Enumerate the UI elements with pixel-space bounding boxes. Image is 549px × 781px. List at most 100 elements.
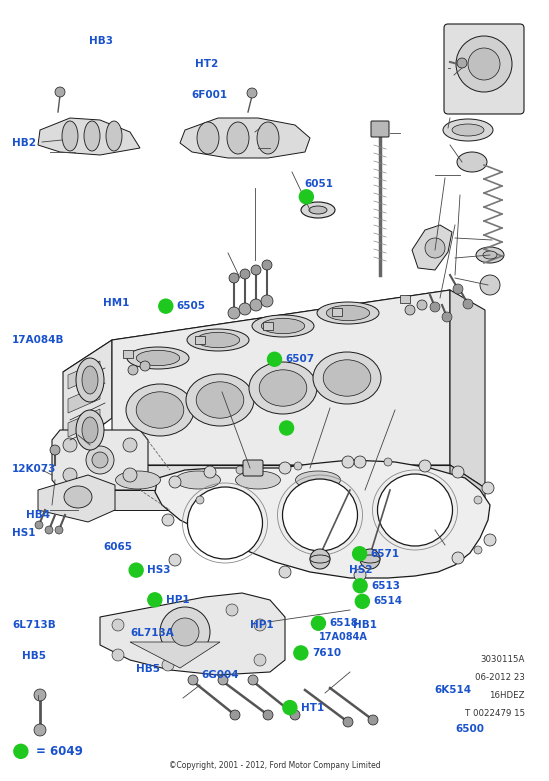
- Text: 3030115A: 3030115A: [480, 655, 525, 665]
- Circle shape: [343, 717, 353, 727]
- Circle shape: [283, 701, 297, 715]
- Circle shape: [171, 618, 199, 646]
- Circle shape: [169, 476, 181, 488]
- Circle shape: [35, 521, 43, 529]
- Ellipse shape: [323, 360, 371, 396]
- Text: HB3: HB3: [89, 36, 113, 45]
- Circle shape: [45, 526, 53, 534]
- Ellipse shape: [252, 315, 314, 337]
- Text: HT2: HT2: [195, 59, 218, 69]
- Circle shape: [34, 689, 46, 701]
- Text: 6518: 6518: [329, 619, 358, 628]
- Circle shape: [123, 438, 137, 452]
- Circle shape: [419, 460, 431, 472]
- Ellipse shape: [476, 247, 504, 263]
- Bar: [195, 336, 205, 344]
- Polygon shape: [412, 225, 452, 270]
- Circle shape: [239, 303, 251, 315]
- Circle shape: [229, 273, 239, 283]
- Text: 17A084A: 17A084A: [319, 632, 368, 641]
- Ellipse shape: [136, 392, 184, 428]
- Text: HS2: HS2: [349, 565, 372, 575]
- Ellipse shape: [249, 362, 317, 414]
- Circle shape: [267, 352, 282, 366]
- Ellipse shape: [301, 202, 335, 218]
- Text: 6505: 6505: [177, 301, 206, 311]
- Ellipse shape: [115, 471, 160, 489]
- Circle shape: [228, 307, 240, 319]
- Ellipse shape: [295, 471, 340, 489]
- Text: HP1: HP1: [250, 620, 274, 629]
- Ellipse shape: [443, 119, 493, 141]
- Ellipse shape: [483, 251, 497, 259]
- Circle shape: [63, 468, 77, 482]
- Circle shape: [294, 462, 302, 470]
- Circle shape: [310, 549, 330, 569]
- Circle shape: [299, 190, 313, 204]
- Ellipse shape: [236, 471, 281, 489]
- Polygon shape: [68, 361, 100, 389]
- Text: 6L713A: 6L713A: [131, 628, 175, 637]
- Circle shape: [247, 88, 257, 98]
- Circle shape: [342, 456, 354, 468]
- Ellipse shape: [82, 417, 98, 443]
- Polygon shape: [180, 118, 310, 158]
- Circle shape: [204, 466, 216, 478]
- Circle shape: [240, 269, 250, 279]
- Circle shape: [169, 554, 181, 566]
- Ellipse shape: [313, 352, 381, 404]
- Text: 16HDEZ: 16HDEZ: [490, 691, 525, 701]
- Text: 6065: 6065: [103, 542, 132, 551]
- Ellipse shape: [76, 358, 104, 402]
- Circle shape: [34, 724, 46, 736]
- Circle shape: [452, 552, 464, 564]
- Circle shape: [474, 546, 482, 554]
- Polygon shape: [450, 290, 485, 488]
- Circle shape: [430, 302, 440, 312]
- Polygon shape: [112, 490, 310, 510]
- Circle shape: [294, 646, 308, 660]
- Text: T 0022479 15: T 0022479 15: [465, 709, 525, 719]
- Circle shape: [263, 710, 273, 720]
- Ellipse shape: [186, 374, 254, 426]
- Text: ©Copyright, 2001 - 2012, Ford Motor Company Limited: ©Copyright, 2001 - 2012, Ford Motor Comp…: [169, 761, 381, 769]
- Ellipse shape: [176, 471, 221, 489]
- Ellipse shape: [257, 122, 279, 154]
- Ellipse shape: [136, 351, 180, 366]
- Polygon shape: [38, 118, 140, 155]
- Text: HP1: HP1: [166, 595, 189, 604]
- Circle shape: [453, 284, 463, 294]
- Circle shape: [162, 514, 174, 526]
- Circle shape: [254, 619, 266, 631]
- Circle shape: [148, 593, 162, 607]
- Polygon shape: [450, 465, 485, 510]
- Polygon shape: [63, 340, 112, 455]
- Circle shape: [354, 456, 366, 468]
- Circle shape: [482, 482, 494, 494]
- Circle shape: [112, 649, 124, 661]
- Circle shape: [354, 569, 366, 581]
- Circle shape: [248, 675, 258, 685]
- FancyBboxPatch shape: [243, 460, 263, 476]
- Ellipse shape: [106, 121, 122, 151]
- Ellipse shape: [196, 382, 244, 418]
- Circle shape: [262, 260, 272, 270]
- Circle shape: [417, 300, 427, 310]
- Ellipse shape: [227, 122, 249, 154]
- Polygon shape: [112, 465, 450, 490]
- Circle shape: [368, 715, 378, 725]
- Polygon shape: [38, 475, 115, 522]
- Circle shape: [480, 275, 500, 295]
- Ellipse shape: [261, 319, 305, 333]
- Polygon shape: [155, 460, 490, 578]
- Ellipse shape: [197, 122, 219, 154]
- Ellipse shape: [126, 384, 194, 436]
- Ellipse shape: [317, 302, 379, 324]
- Text: HM1: HM1: [103, 298, 130, 308]
- Circle shape: [226, 604, 238, 616]
- Circle shape: [86, 446, 114, 474]
- Circle shape: [463, 299, 473, 309]
- Circle shape: [188, 675, 198, 685]
- Text: 6K514: 6K514: [435, 686, 472, 695]
- Polygon shape: [112, 290, 450, 465]
